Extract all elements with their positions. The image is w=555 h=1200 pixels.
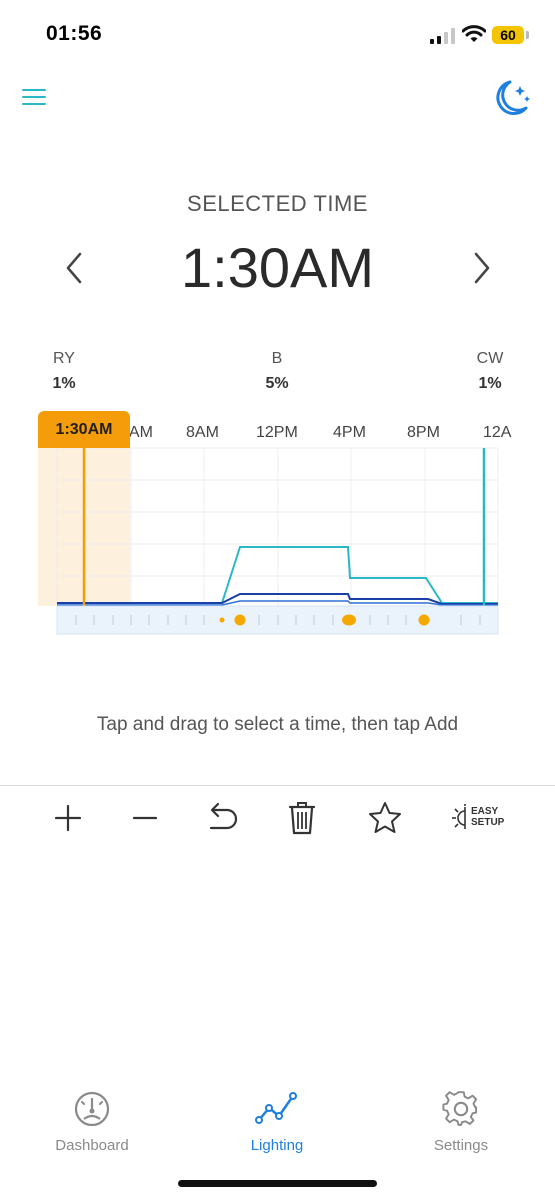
time-axis-label: 12PM xyxy=(256,424,298,441)
nav-lighting[interactable]: Lighting xyxy=(217,1090,337,1154)
chart-grid xyxy=(56,447,499,606)
schedule-point[interactable] xyxy=(342,614,356,626)
nav-dashboard[interactable]: Dashboard xyxy=(32,1090,152,1154)
series-line-b xyxy=(57,546,498,604)
time-axis-label: 12A xyxy=(483,424,512,441)
sun-half-icon xyxy=(452,804,466,829)
nav-label: Settings xyxy=(433,1137,489,1154)
wifi-icon xyxy=(462,25,486,42)
channel-name: RY xyxy=(53,350,75,367)
channel-name: B xyxy=(271,350,283,367)
next-time-button[interactable] xyxy=(466,248,498,288)
remove-button[interactable] xyxy=(125,800,165,836)
delete-button[interactable] xyxy=(282,800,322,836)
selected-time-value: 1:30AM xyxy=(181,236,374,299)
channel-value: 1% xyxy=(478,375,502,392)
gauge-icon xyxy=(74,1091,110,1127)
selected-time-label: SELECTED TIME xyxy=(187,191,368,216)
cursor-time-badge[interactable]: 1:30AM xyxy=(38,411,130,448)
divider xyxy=(0,785,555,786)
instruction-hint: Tap and drag to select a time, then tap … xyxy=(96,714,459,735)
easy-setup-button[interactable]: EASY SETUP xyxy=(451,802,511,834)
nav-label: Lighting xyxy=(250,1137,304,1154)
time-axis-label: 4PM xyxy=(333,424,366,441)
nav-settings[interactable]: Settings xyxy=(401,1090,521,1154)
channel-cw: CW 1% xyxy=(450,350,530,393)
status-time: 01:56 xyxy=(46,22,103,45)
series-line-ry xyxy=(57,593,498,605)
previous-time-button[interactable] xyxy=(58,248,90,288)
series-line-cw xyxy=(57,600,498,606)
channel-value: 1% xyxy=(52,375,76,392)
menu-icon[interactable] xyxy=(22,86,46,108)
gear-icon xyxy=(442,1091,478,1126)
channel-b: B 5% xyxy=(237,350,317,393)
undo-button[interactable] xyxy=(201,800,241,836)
chart-line-icon xyxy=(255,1092,297,1124)
battery-indicator: 60 xyxy=(492,26,524,44)
lighting-schedule-chart[interactable] xyxy=(0,0,555,640)
time-axis-label: 8PM xyxy=(407,424,440,441)
battery-tip xyxy=(526,31,529,39)
schedule-point[interactable] xyxy=(234,614,246,626)
nav-label: Dashboard xyxy=(55,1137,129,1154)
channel-ry: RY 1% xyxy=(24,350,104,393)
cellular-signal-icon xyxy=(430,28,455,44)
timeline-ticks xyxy=(75,615,481,625)
add-button[interactable] xyxy=(48,800,88,836)
channel-name: CW xyxy=(476,350,504,367)
schedule-point[interactable] xyxy=(219,617,225,623)
easy-setup-label: EASY SETUP xyxy=(471,806,505,828)
favorite-button[interactable] xyxy=(365,800,405,836)
home-indicator xyxy=(178,1180,377,1187)
time-axis-label: 8AM xyxy=(186,424,219,441)
moon-stars-icon[interactable] xyxy=(488,78,532,118)
channel-value: 5% xyxy=(265,375,289,392)
schedule-point[interactable] xyxy=(418,614,430,626)
